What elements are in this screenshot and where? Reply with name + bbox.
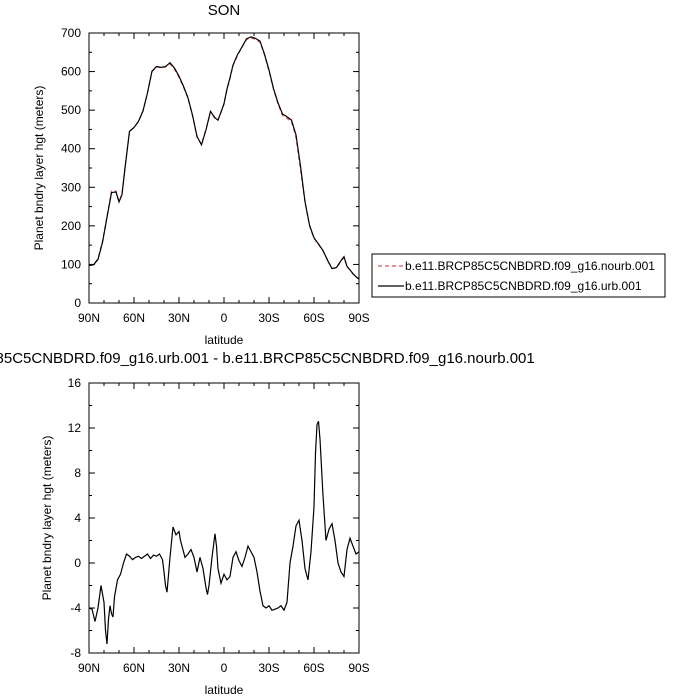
bottom-y-tick-label: -8	[70, 646, 81, 660]
bottom-x-tick-label: 0	[221, 661, 228, 675]
bottom-y-tick-label: 12	[68, 421, 82, 435]
top-y-tick-label: 100	[61, 257, 81, 271]
top-chart-legend: b.e11.BRCP85C5CNBDRD.f09_g16.nourb.001 b…	[371, 253, 666, 298]
bottom-series-line-0	[88, 421, 360, 645]
legend-box	[371, 253, 666, 298]
bottom-y-axis-title: Planet bndry layer hgt (meters)	[40, 436, 54, 601]
legend-label-nourb: b.e11.BRCP85C5CNBDRD.f09_g16.nourb.001	[405, 259, 655, 273]
bottom-y-tick-label: -4	[70, 601, 81, 615]
top-y-tick-label: 400	[61, 142, 81, 156]
top-x-axis-title: latitude	[205, 333, 244, 347]
top-x-tick-label: 60N	[123, 311, 145, 325]
top-y-tick-label: 600	[61, 65, 81, 79]
top-y-axis-title: Planet bndry layer hgt (meters)	[32, 86, 46, 251]
top-y-tick-label: 0	[74, 296, 81, 310]
top-ticks-group: 90N 60N 30N 0 30S 60S 90S 0 100 200 300 400 500 600 70…	[61, 26, 370, 325]
bottom-y-tick-label: 4	[74, 511, 81, 525]
top-series-line-1	[88, 36, 360, 280]
bottom-series-group	[88, 421, 360, 645]
bottom-y-tick-label: 0	[74, 556, 81, 570]
bottom-x-tick-label: 60S	[303, 661, 324, 675]
bottom-y-tick-label: 16	[68, 376, 82, 390]
top-y-tick-label: 700	[61, 26, 81, 40]
top-x-tick-label: 30S	[258, 311, 279, 325]
top-y-tick-label: 200	[61, 219, 81, 233]
top-y-tick-label: 300	[61, 180, 81, 194]
top-series-group	[88, 36, 360, 280]
bottom-x-axis-title: latitude	[205, 683, 244, 697]
top-x-tick-label: 0	[221, 311, 228, 325]
bottom-y-tick-label: 8	[74, 466, 81, 480]
top-y-tick-label: 500	[61, 103, 81, 117]
legend-label-urb: b.e11.BRCP85C5CNBDRD.f09_g16.urb.001	[405, 279, 642, 293]
bottom-ticks-group: 90N 60N 30N 0 30S 60S 90S -8 -4 0 4 8 12 16	[68, 376, 370, 675]
bottom-chart-title: b.e11.BRCP85C5CNBDRD.f09_g16.urb.001 - b…	[0, 350, 535, 367]
top-chart: SON 90N 60N 30N 0 30S 60S 90S 0 100 200 300 400 500 6…	[32, 2, 370, 347]
bottom-x-tick-label: 90N	[78, 661, 100, 675]
top-x-tick-label: 60S	[303, 311, 324, 325]
top-chart-title: SON	[208, 2, 241, 19]
bottom-x-tick-label: 30N	[168, 661, 190, 675]
top-x-tick-label: 90N	[78, 311, 100, 325]
top-x-tick-label: 30N	[168, 311, 190, 325]
bottom-x-tick-label: 90S	[348, 661, 369, 675]
bottom-chart: b.e11.BRCP85C5CNBDRD.f09_g16.urb.001 - b…	[0, 350, 535, 697]
bottom-x-tick-label: 30S	[258, 661, 279, 675]
top-x-tick-label: 90S	[348, 311, 369, 325]
bottom-x-tick-label: 60N	[123, 661, 145, 675]
top-plot-frame	[88, 32, 360, 304]
top-series-line-0	[88, 36, 360, 280]
